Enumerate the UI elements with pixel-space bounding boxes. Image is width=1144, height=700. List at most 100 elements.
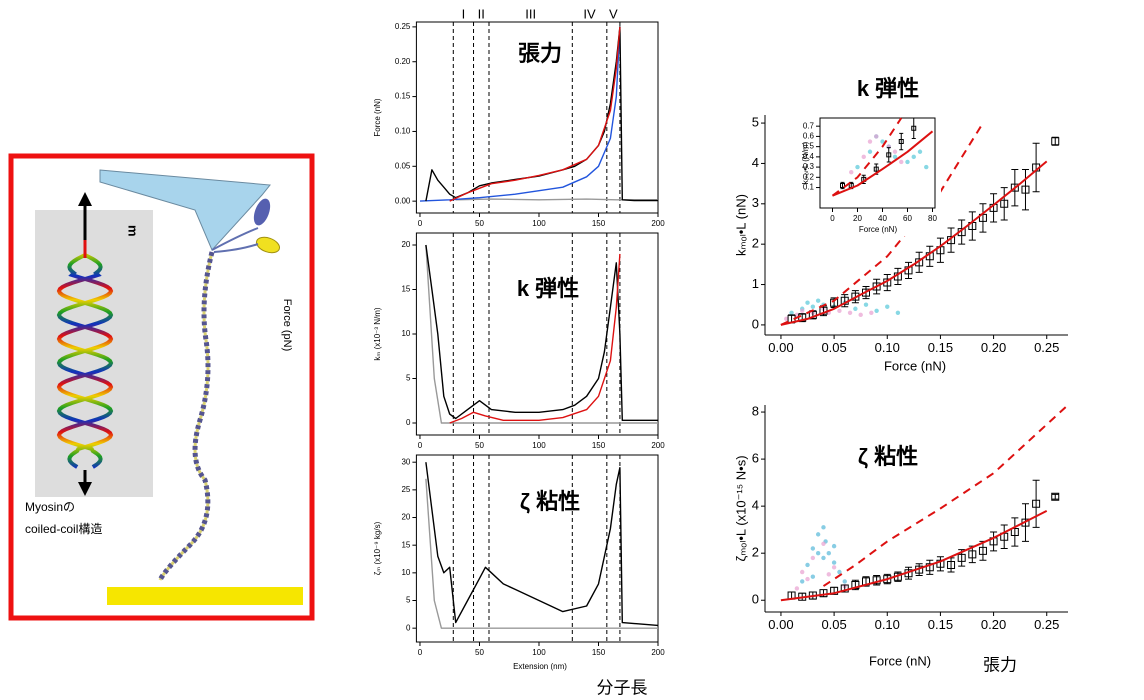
plot-frame <box>415 454 659 643</box>
chart-title: ζ 粘性 <box>858 444 918 469</box>
x-tick-label: 0.25 <box>1034 617 1059 632</box>
y-tick-label: 0.7 <box>803 121 815 130</box>
dashed-line <box>780 122 984 326</box>
error-point <box>840 294 849 308</box>
cloud-point <box>805 576 810 582</box>
error-point <box>787 591 796 600</box>
y-tick-label: 0.1 <box>803 183 815 192</box>
line <box>449 26 621 202</box>
plot-frame <box>819 117 936 209</box>
error-point <box>861 174 867 184</box>
y-tick-label: 4 <box>752 498 759 513</box>
cloud-point <box>789 310 794 315</box>
x-tick-label: 0.00 <box>768 340 793 355</box>
cloud-point <box>867 149 873 154</box>
error-point <box>851 579 860 591</box>
error-point <box>936 556 945 572</box>
helix <box>56 253 114 469</box>
line <box>425 244 658 424</box>
chart-title: ζ 粘性 <box>520 489 580 514</box>
x-tick-label: 100 <box>532 219 546 228</box>
x-axis-label: Extension (nm) <box>513 662 567 671</box>
x-tick-label: 50 <box>475 441 484 450</box>
cloud-point <box>847 310 853 315</box>
chart: 0.1 0.20.30.40.50.6 0.7 0 20 40 60 80 kₘₒₗ•L (N/… <box>792 112 941 236</box>
error-point <box>819 589 828 598</box>
error-point <box>873 163 879 175</box>
x-tick-label: 0.20 <box>981 617 1006 632</box>
region-label: IV <box>583 6 596 21</box>
line <box>419 26 621 202</box>
x-tick-label: 50 <box>475 648 484 657</box>
y-axis-label: kₘ (x10⁻³ N/m) <box>373 307 382 361</box>
cloud-point <box>874 134 879 139</box>
y-tick-label: 2 <box>752 236 759 251</box>
error-point <box>862 576 870 587</box>
chart-title: k 弾性 <box>857 76 919 101</box>
error-point <box>925 245 934 267</box>
y-tick-label: 5 <box>406 374 411 383</box>
plot-area <box>831 117 934 197</box>
charts: 0.000.050.100.150.200.250 50 100 150 200Forc… <box>373 6 1069 697</box>
plot-area <box>780 404 1069 602</box>
plot-area <box>425 462 659 629</box>
y-tick-label: 0.00 <box>395 196 411 205</box>
error-point <box>840 181 845 190</box>
cloud-point <box>849 170 854 175</box>
y-tick-label: 20 <box>401 240 410 249</box>
cloud-point <box>853 306 858 311</box>
line <box>780 160 1048 326</box>
chart: 0.00 0.05 0.10 0.15 0.20 0.25 0 50 100 150 200 Forc… <box>373 6 665 227</box>
x-tick-label: 200 <box>651 219 665 228</box>
y-tick-label: 0.5 <box>803 142 815 151</box>
y-tick-label: 5 <box>406 596 411 605</box>
cloud-point <box>874 308 879 313</box>
helix-strand <box>56 253 114 469</box>
cloud-point <box>810 574 816 579</box>
error-point <box>989 193 998 223</box>
x-tick-label: 100 <box>532 648 546 657</box>
y-tick-label: 5 <box>752 115 759 130</box>
x-tick-label: 0.25 <box>1034 340 1059 355</box>
y-tick-label: 0.3 <box>803 162 815 171</box>
symbol: m <box>126 225 141 237</box>
chart-title: 張力 <box>518 41 562 66</box>
error-point <box>883 273 892 292</box>
annotation: 張力 <box>983 655 1017 674</box>
error-point <box>968 545 977 564</box>
helix-strand <box>56 253 114 469</box>
error-point <box>1051 136 1060 146</box>
error-point <box>936 237 945 263</box>
y-tick-label: 15 <box>401 540 410 549</box>
cloud-point <box>869 310 874 315</box>
cloud-point <box>842 579 847 584</box>
x-tick-label: 0.20 <box>981 340 1006 355</box>
cloud-point <box>810 555 816 561</box>
y-tick-label: 0.10 <box>395 127 411 136</box>
cloud-point <box>837 569 842 575</box>
error-point <box>947 557 956 573</box>
y-tick-label: 0 <box>406 418 411 427</box>
coiled-coil-chain <box>157 251 215 582</box>
region-label: III <box>525 6 536 21</box>
x-tick-label: 60 <box>903 214 912 223</box>
error-point <box>1000 187 1009 221</box>
x-tick-label: 150 <box>592 219 606 228</box>
cloud-point <box>831 565 837 570</box>
x-tick-label: 0.05 <box>821 617 846 632</box>
y-tick-label: 0 <box>406 623 411 632</box>
cloud-point <box>784 316 789 322</box>
cloud-point <box>858 312 863 318</box>
cloud-point <box>800 308 805 313</box>
error-point <box>830 297 839 309</box>
cloud-point <box>826 572 831 577</box>
x-tick-label: 0 <box>418 219 423 228</box>
y-tick-label: 30 <box>401 457 410 466</box>
cloud-point <box>815 550 821 556</box>
cloud-point <box>917 149 923 154</box>
y-tick-label: 0.05 <box>395 161 411 170</box>
dashed-line <box>822 404 1069 587</box>
error-point <box>893 571 902 582</box>
cloud-point <box>899 159 904 165</box>
